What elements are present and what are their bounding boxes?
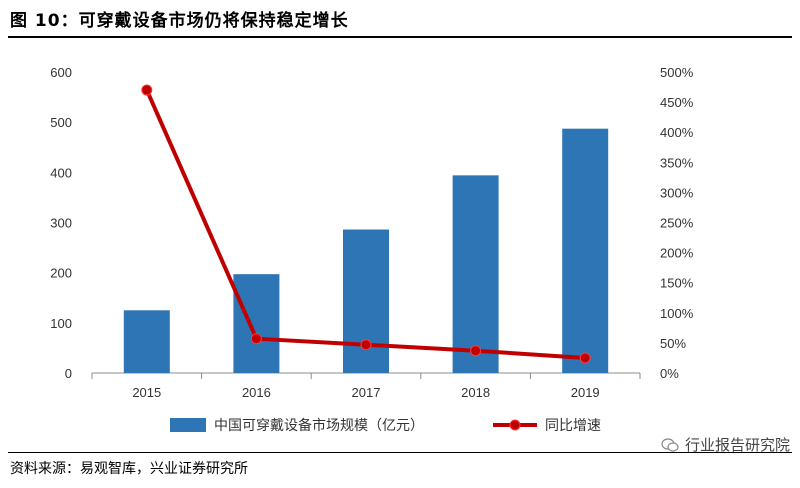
source-rule <box>8 452 792 453</box>
growth-point <box>579 352 591 364</box>
wechat-logo-icon <box>661 437 679 452</box>
growth-point <box>250 333 262 345</box>
y-left-tick-label: 0 <box>65 366 72 381</box>
legend-label-bar: 中国可穿戴设备市场规模（亿元） <box>214 417 424 434</box>
growth-point <box>360 339 372 351</box>
x-tick-label: 2019 <box>571 385 600 400</box>
y-right-tick-label: 400% <box>660 125 694 140</box>
legend-swatch-bar <box>170 418 206 432</box>
bar <box>233 274 280 373</box>
y-left-tick-label: 300 <box>50 216 72 231</box>
y-right-tick-label: 250% <box>660 216 694 231</box>
y-right-tick-label: 450% <box>660 95 694 110</box>
legend-label-line: 同比增速 <box>545 418 601 434</box>
y-right-tick-label: 0% <box>660 366 679 381</box>
y-right-tick-label: 150% <box>660 276 694 291</box>
y-left-tick-label: 100 <box>50 316 72 331</box>
legend-swatch-marker <box>509 419 521 431</box>
bar <box>123 310 170 373</box>
y-right-tick-label: 100% <box>660 306 694 321</box>
figure-title: 图 10：可穿戴设备市场仍将保持稳定增长 <box>10 11 349 31</box>
bar <box>343 229 389 373</box>
y-right-tick-label: 300% <box>660 185 694 200</box>
source-note: 资料来源：易观智库，兴业证券研究所 <box>10 461 248 477</box>
y-right-tick-label: 200% <box>660 246 694 261</box>
y-left-tick-label: 200 <box>50 266 72 281</box>
x-tick-label: 2016 <box>242 385 271 400</box>
x-tick-label: 2015 <box>132 385 161 400</box>
bar <box>562 128 609 373</box>
y-left-tick-label: 500 <box>50 115 72 130</box>
y-right-tick-label: 500% <box>660 65 694 80</box>
y-left-tick-label: 400 <box>50 165 72 180</box>
y-right-tick-label: 350% <box>660 155 694 170</box>
bar <box>452 175 499 373</box>
watermark-text: 行业报告研究院 <box>684 436 790 454</box>
watermark: 行业报告研究院 <box>661 434 790 455</box>
y-left-tick-label: 600 <box>50 65 72 80</box>
growth-point <box>141 84 153 96</box>
title-rule <box>8 36 792 38</box>
x-tick-label: 2017 <box>352 385 381 400</box>
x-tick-label: 2018 <box>461 385 490 400</box>
growth-point <box>470 345 482 357</box>
y-right-tick-label: 50% <box>660 336 686 351</box>
